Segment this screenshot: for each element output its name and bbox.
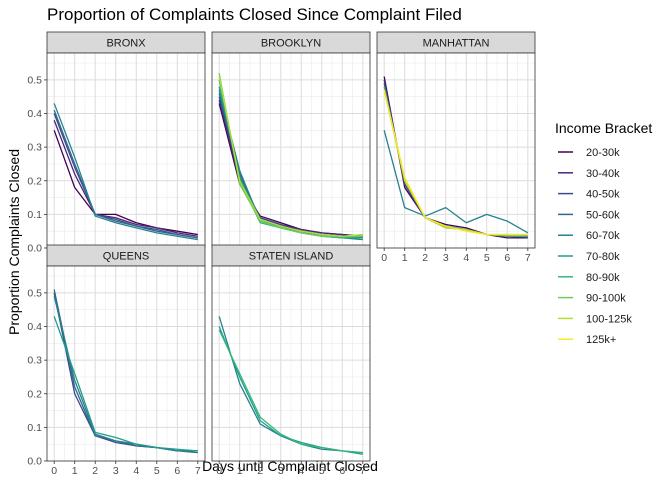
legend-label-90-100k: 90-100k [586, 293, 626, 305]
y-axis-label: Proportion Complaints Closed [6, 149, 22, 335]
x-tick-label: 6 [174, 465, 180, 477]
x-tick-label: 0 [216, 465, 222, 477]
y-tick-label: 0.2 [27, 388, 42, 400]
legend-label-100-125k: 100-125k [586, 313, 632, 325]
y-tick-label: 0.3 [27, 142, 42, 154]
panel-queens: QUEENS 0 1 2 3 4 5 6 7 0.0 0.1 0.2 0.3 0.4 0.5 [27, 244, 206, 477]
x-tick-label: 1 [237, 465, 243, 477]
x-tick-label: 0 [51, 465, 57, 477]
legend-item-125k: 125k+ [558, 334, 616, 346]
x-tick-label: 1 [72, 465, 78, 477]
panel-strip-label-manhattan: MANHATTAN [423, 38, 490, 50]
legend-label-50-60k: 50-60k [586, 209, 620, 221]
series-line-manhattan-125k [383, 89, 528, 236]
x-axis-label: Days until Complaint Closed [202, 458, 378, 474]
series-line-queens-70-80k [53, 316, 198, 452]
x-tick-label: 2 [422, 252, 428, 264]
legend-item-20-30k: 20-30k [558, 147, 620, 159]
y-tick-label: 0.5 [27, 287, 42, 299]
legend-label-30-40k: 30-40k [586, 168, 620, 180]
x-tick-label: 6 [339, 465, 345, 477]
x-tick-label: 5 [154, 465, 160, 477]
y-tick-label: 0.0 [27, 456, 42, 468]
x-tick-label: 2 [257, 465, 263, 477]
legend-item-60-70k: 60-70k [558, 230, 620, 242]
panel-border-queens [46, 265, 206, 462]
legend-item-70-80k: 70-80k [558, 251, 620, 263]
x-tick-label: 3 [278, 465, 284, 477]
legend-item-90-100k: 90-100k [558, 293, 626, 305]
series-line-brooklyn-100-125k [218, 76, 363, 237]
legend-label-60-70k: 60-70k [586, 230, 620, 242]
legend-item-100-125k: 100-125k [558, 313, 632, 325]
panel-strip-label-staten-island: STATEN ISLAND [249, 251, 334, 263]
y-tick-label: 0.0 [27, 243, 42, 255]
panel-border-staten-island [211, 265, 371, 462]
panel-strip-label-bronx: BRONX [106, 38, 146, 50]
series-line-bronx-60-70k [53, 103, 198, 241]
x-tick-label: 3 [113, 465, 119, 477]
series-line-manhattan-20-30k [383, 76, 528, 239]
series-line-manhattan-60-70k [383, 130, 529, 234]
x-tick-label: 6 [504, 252, 510, 264]
legend-label-20-30k: 20-30k [586, 147, 620, 159]
x-tick-label: 4 [463, 252, 469, 264]
panel-bronx: BRONX012345670.00.10.20.30.40.5 [27, 31, 206, 264]
legend: Income Bracket 20-30k 30-40k 40-50k 50-60k 6… [555, 120, 652, 346]
panel-strip-label-queens: QUEENS [103, 251, 149, 263]
y-tick-label: 0.4 [27, 108, 42, 120]
legend-item-40-50k: 40-50k [558, 189, 620, 201]
x-tick-label: 4 [133, 465, 139, 477]
panel-brooklyn: BROOKLYN01234567 [211, 31, 371, 264]
legend-item-30-40k: 30-40k [558, 168, 620, 180]
legend-label-70-80k: 70-80k [586, 251, 620, 263]
legend-items: 20-30k 30-40k 40-50k 50-60k 60-70k 70-80k 80-9… [558, 147, 632, 346]
x-tick-label: 3 [443, 252, 449, 264]
y-tick-label: 0.3 [27, 355, 42, 367]
facet-panels: BRONX012345670.00.10.20.30.40.5BROOKLYN0… [27, 31, 536, 477]
y-tick-label: 0.2 [27, 175, 42, 187]
panel-strip-label-brooklyn: BROOKLYN [261, 38, 321, 50]
x-tick-label: 2 [92, 465, 98, 477]
series-line-bronx-50-60k [53, 109, 198, 239]
series-line-bronx-20-30k [53, 130, 198, 236]
x-tick-label: 7 [360, 465, 366, 477]
legend-item-80-90k: 80-90k [558, 272, 620, 284]
x-tick-label: 7 [195, 465, 201, 477]
series-line-queens-60-70k [53, 296, 198, 452]
x-tick-label: 7 [525, 252, 531, 264]
x-tick-label: 5 [319, 465, 325, 477]
legend-title: Income Bracket [555, 120, 652, 136]
series-line-staten-island-80-90k [218, 329, 363, 454]
legend-label-125k: 125k+ [586, 334, 616, 346]
y-tick-label: 0.4 [27, 321, 42, 333]
x-tick-label: 1 [402, 252, 408, 264]
y-tick-label: 0.5 [27, 74, 42, 86]
legend-item-50-60k: 50-60k [558, 209, 620, 221]
y-tick-label: 0.1 [27, 422, 42, 434]
panel-staten-island: STATEN ISLAND 0 1 2 3 4 5 6 7 [211, 244, 371, 477]
y-tick-label: 0.1 [27, 209, 42, 221]
x-tick-label: 0 [381, 252, 387, 264]
x-tick-label: 5 [484, 252, 490, 264]
panel-border-manhattan [376, 52, 536, 249]
legend-label-40-50k: 40-50k [586, 189, 620, 201]
chart-title: Proportion of Complaints Closed Since Co… [47, 5, 462, 24]
panel-manhattan: MANHATTAN 0 1 2 3 4 5 6 7 [376, 31, 536, 264]
series-line-bronx-30-40k [53, 120, 198, 237]
legend-label-80-90k: 80-90k [586, 272, 620, 284]
x-tick-label: 4 [298, 465, 304, 477]
